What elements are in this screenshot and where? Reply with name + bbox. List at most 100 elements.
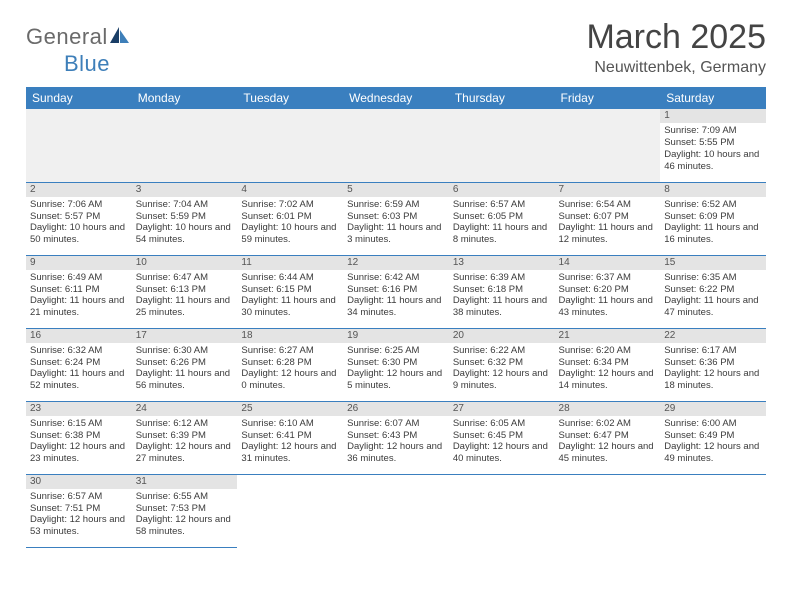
- sunrise-text: Sunrise: 6:20 AM: [559, 345, 657, 357]
- day-details: Sunrise: 6:27 AMSunset: 6:28 PMDaylight:…: [237, 343, 343, 396]
- day-number: 20: [449, 329, 555, 343]
- day-cell: [449, 109, 555, 182]
- daylight-text: Daylight: 12 hours and 27 minutes.: [136, 441, 234, 465]
- day-cell: 17Sunrise: 6:30 AMSunset: 6:26 PMDayligh…: [132, 328, 238, 401]
- sunset-text: Sunset: 7:53 PM: [136, 503, 234, 515]
- sunset-text: Sunset: 6:15 PM: [241, 284, 339, 296]
- sunrise-text: Sunrise: 6:42 AM: [347, 272, 445, 284]
- sunrise-text: Sunrise: 7:02 AM: [241, 199, 339, 211]
- sunrise-text: Sunrise: 6:22 AM: [453, 345, 551, 357]
- day-cell: 3Sunrise: 7:04 AMSunset: 5:59 PMDaylight…: [132, 182, 238, 255]
- week-row: 23Sunrise: 6:15 AMSunset: 6:38 PMDayligh…: [26, 401, 766, 474]
- sunset-text: Sunset: 6:36 PM: [664, 357, 762, 369]
- col-wednesday: Wednesday: [343, 87, 449, 109]
- day-number: 30: [26, 475, 132, 489]
- sunrise-text: Sunrise: 6:57 AM: [453, 199, 551, 211]
- daylight-text: Daylight: 11 hours and 47 minutes.: [664, 295, 762, 319]
- logo-text: GeneralBlue: [26, 24, 132, 77]
- day-number: 8: [660, 183, 766, 197]
- sunrise-text: Sunrise: 6:32 AM: [30, 345, 128, 357]
- day-cell: 31Sunrise: 6:55 AMSunset: 7:53 PMDayligh…: [132, 474, 238, 547]
- day-details: Sunrise: 6:42 AMSunset: 6:16 PMDaylight:…: [343, 270, 449, 323]
- sunset-text: Sunset: 6:39 PM: [136, 430, 234, 442]
- day-details: Sunrise: 6:10 AMSunset: 6:41 PMDaylight:…: [237, 416, 343, 469]
- sunrise-text: Sunrise: 6:25 AM: [347, 345, 445, 357]
- day-details: Sunrise: 6:54 AMSunset: 6:07 PMDaylight:…: [555, 197, 661, 250]
- col-tuesday: Tuesday: [237, 87, 343, 109]
- day-cell: 13Sunrise: 6:39 AMSunset: 6:18 PMDayligh…: [449, 255, 555, 328]
- day-cell: [449, 474, 555, 547]
- day-number: 11: [237, 256, 343, 270]
- day-details: Sunrise: 6:30 AMSunset: 6:26 PMDaylight:…: [132, 343, 238, 396]
- sunset-text: Sunset: 6:30 PM: [347, 357, 445, 369]
- day-cell: 14 Sunrise: 6:37 AMSunset: 6:20 PMDayligh…: [555, 255, 661, 328]
- sunrise-text: Sunrise: 6:55 AM: [136, 491, 234, 503]
- sunset-text: Sunset: 7:51 PM: [30, 503, 128, 515]
- col-saturday: Saturday: [660, 87, 766, 109]
- page-subtitle: Neuwittenbek, Germany: [586, 59, 766, 77]
- sunrise-text: Sunrise: 6:10 AM: [241, 418, 339, 430]
- sunset-text: Sunset: 6:38 PM: [30, 430, 128, 442]
- day-number: 13: [449, 256, 555, 270]
- col-thursday: Thursday: [449, 87, 555, 109]
- day-details: Sunrise: 6:05 AMSunset: 6:45 PMDaylight:…: [449, 416, 555, 469]
- day-details: Sunrise: 6:55 AMSunset: 7:53 PMDaylight:…: [132, 489, 238, 542]
- daylight-text: Daylight: 11 hours and 3 minutes.: [347, 222, 445, 246]
- sunrise-text: Sunrise: 6:37 AM: [559, 272, 657, 284]
- sunrise-text: Sunrise: 6:39 AM: [453, 272, 551, 284]
- daylight-text: Daylight: 11 hours and 38 minutes.: [453, 295, 551, 319]
- sunset-text: Sunset: 6:03 PM: [347, 211, 445, 223]
- day-cell: 9Sunrise: 6:49 AMSunset: 6:11 PMDaylight…: [26, 255, 132, 328]
- day-details: Sunrise: 6:59 AMSunset: 6:03 PMDaylight:…: [343, 197, 449, 250]
- sunrise-text: Sunrise: 6:54 AM: [559, 199, 657, 211]
- day-details: Sunrise: 6:47 AMSunset: 6:13 PMDaylight:…: [132, 270, 238, 323]
- sunset-text: Sunset: 6:32 PM: [453, 357, 551, 369]
- day-details: Sunrise: 6:02 AMSunset: 6:47 PMDaylight:…: [555, 416, 661, 469]
- sunset-text: Sunset: 6:20 PM: [559, 284, 657, 296]
- day-cell: 20Sunrise: 6:22 AMSunset: 6:32 PMDayligh…: [449, 328, 555, 401]
- sunrise-text: Sunrise: 6:17 AM: [664, 345, 762, 357]
- sunset-text: Sunset: 6:47 PM: [559, 430, 657, 442]
- day-cell: 5Sunrise: 6:59 AMSunset: 6:03 PMDaylight…: [343, 182, 449, 255]
- day-number: 7: [555, 183, 661, 197]
- col-friday: Friday: [555, 87, 661, 109]
- sunrise-text: Sunrise: 7:04 AM: [136, 199, 234, 211]
- daylight-text: Daylight: 11 hours and 43 minutes.: [559, 295, 657, 319]
- day-cell: [26, 109, 132, 182]
- day-details: Sunrise: 6:49 AMSunset: 6:11 PMDaylight:…: [26, 270, 132, 323]
- daylight-text: Daylight: 12 hours and 53 minutes.: [30, 514, 128, 538]
- sunrise-text: Sunrise: 6:12 AM: [136, 418, 234, 430]
- day-details: Sunrise: 6:07 AMSunset: 6:43 PMDaylight:…: [343, 416, 449, 469]
- daylight-text: Daylight: 12 hours and 36 minutes.: [347, 441, 445, 465]
- sunset-text: Sunset: 6:18 PM: [453, 284, 551, 296]
- col-monday: Monday: [132, 87, 238, 109]
- day-number: 6: [449, 183, 555, 197]
- day-number: 31: [132, 475, 238, 489]
- sunrise-text: Sunrise: 6:30 AM: [136, 345, 234, 357]
- day-cell: 15Sunrise: 6:35 AMSunset: 6:22 PMDayligh…: [660, 255, 766, 328]
- daylight-text: Daylight: 10 hours and 59 minutes.: [241, 222, 339, 246]
- day-cell: [343, 474, 449, 547]
- sunset-text: Sunset: 6:09 PM: [664, 211, 762, 223]
- day-details: Sunrise: 6:39 AMSunset: 6:18 PMDaylight:…: [449, 270, 555, 323]
- daylight-text: Daylight: 11 hours and 34 minutes.: [347, 295, 445, 319]
- day-number: 2: [26, 183, 132, 197]
- day-cell: 8Sunrise: 6:52 AMSunset: 6:09 PMDaylight…: [660, 182, 766, 255]
- day-details: Sunrise: 7:09 AMSunset: 5:55 PMDaylight:…: [660, 123, 766, 176]
- day-number: 29: [660, 402, 766, 416]
- daylight-text: Daylight: 12 hours and 18 minutes.: [664, 368, 762, 392]
- sunset-text: Sunset: 6:49 PM: [664, 430, 762, 442]
- daylight-text: Daylight: 12 hours and 0 minutes.: [241, 368, 339, 392]
- week-row: 16Sunrise: 6:32 AMSunset: 6:24 PMDayligh…: [26, 328, 766, 401]
- sunrise-text: Sunrise: 6:27 AM: [241, 345, 339, 357]
- sunset-text: Sunset: 6:11 PM: [30, 284, 128, 296]
- daylight-text: Daylight: 10 hours and 46 minutes.: [664, 149, 762, 173]
- day-number: 27: [449, 402, 555, 416]
- daylight-text: Daylight: 11 hours and 25 minutes.: [136, 295, 234, 319]
- sunrise-text: Sunrise: 6:00 AM: [664, 418, 762, 430]
- sunrise-text: Sunrise: 6:15 AM: [30, 418, 128, 430]
- day-number: 12: [343, 256, 449, 270]
- day-cell: [555, 474, 661, 547]
- day-number: 14: [555, 256, 661, 270]
- day-details: Sunrise: 6:32 AMSunset: 6:24 PMDaylight:…: [26, 343, 132, 396]
